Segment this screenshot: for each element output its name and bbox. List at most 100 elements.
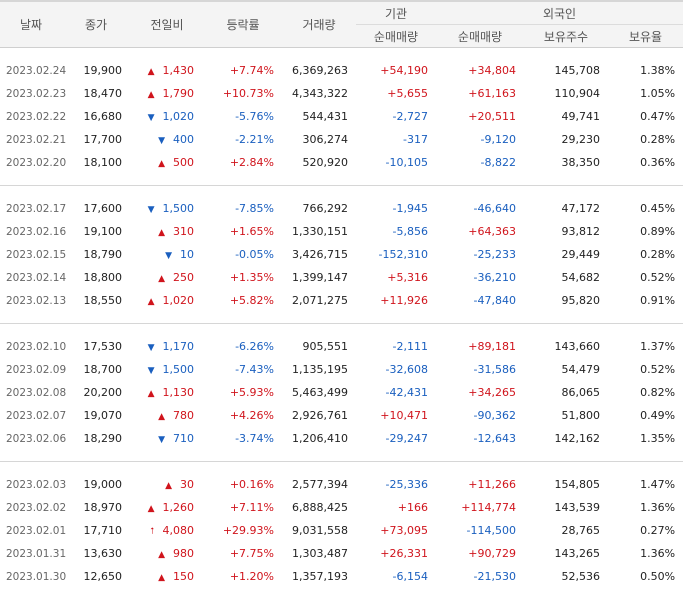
change-value: 780 (173, 409, 194, 422)
cell-date: 2023.02.02 (0, 496, 62, 519)
cell-foreign-net: -12,643 (436, 427, 524, 450)
cell-rate: +1.65% (204, 220, 282, 243)
cell-rate: +5.82% (204, 289, 282, 312)
triangle-up-icon: ▲ (158, 573, 165, 583)
cell-change: ▲980 (130, 542, 204, 565)
cell-foreign-net: +89,181 (436, 335, 524, 358)
cell-close: 19,070 (62, 404, 130, 427)
change-value: 1,790 (163, 87, 195, 100)
cell-close: 17,710 (62, 519, 130, 542)
cell-volume: 766,292 (282, 197, 356, 220)
cell-foreign-net: -8,822 (436, 151, 524, 174)
cell-rate: -5.76% (204, 105, 282, 128)
cell-close: 18,470 (62, 82, 130, 105)
cell-holdings: 154,805 (524, 473, 608, 496)
cell-change: ▼710 (130, 427, 204, 450)
cell-volume: 1,303,487 (282, 542, 356, 565)
cell-inst-net: -25,336 (356, 473, 436, 496)
cell-volume: 9,031,558 (282, 519, 356, 542)
cell-change: ⭡4,080 (130, 519, 204, 542)
cell-close: 18,700 (62, 358, 130, 381)
cell-change: ▲ 1,130 (130, 381, 204, 404)
cell-change: ▼10 (130, 243, 204, 266)
cell-volume: 1,135,195 (282, 358, 356, 381)
cell-change: ▲ 150 (130, 565, 204, 588)
cell-holdings: 93,812 (524, 220, 608, 243)
cell-close: 13,630 (62, 542, 130, 565)
cell-close: 19,100 (62, 220, 130, 243)
cell-ratio: 0.28% (608, 243, 683, 266)
cell-volume: 2,071,275 (282, 289, 356, 312)
cell-close: 18,290 (62, 427, 130, 450)
cell-date: 2023.02.14 (0, 266, 62, 289)
triangle-up-icon: ▲ (158, 550, 165, 560)
cell-foreign-net: +90,729 (436, 542, 524, 565)
cell-foreign-net: +34,265 (436, 381, 524, 404)
header-rate: 등락률 (204, 1, 282, 48)
cell-holdings: 95,820 (524, 289, 608, 312)
cell-holdings: 49,741 (524, 105, 608, 128)
change-value: 1,020 (163, 110, 195, 123)
cell-rate: +10.73% (204, 82, 282, 105)
change-value: 400 (173, 133, 194, 146)
cell-date: 2023.02.22 (0, 105, 62, 128)
change-value: 500 (173, 156, 194, 169)
cell-volume: 1,330,151 (282, 220, 356, 243)
cell-inst-net: +5,655 (356, 82, 436, 105)
cell-holdings: 143,265 (524, 542, 608, 565)
cell-inst-net: -42,431 (356, 381, 436, 404)
cell-holdings: 54,479 (524, 358, 608, 381)
change-value: 1,500 (163, 202, 195, 215)
cell-change: ▼ 400 (130, 128, 204, 151)
cell-change: ▲1,430 (130, 59, 204, 82)
change-value: 1,500 (163, 363, 195, 376)
cell-holdings: 86,065 (524, 381, 608, 404)
cell-volume: 2,577,394 (282, 473, 356, 496)
header-close: 종가 (62, 1, 130, 48)
cell-ratio: 0.89% (608, 220, 683, 243)
cell-rate: +4.26% (204, 404, 282, 427)
cell-rate: -6.26% (204, 335, 282, 358)
cell-date: 2023.01.30 (0, 565, 62, 588)
cell-foreign-net: -31,586 (436, 358, 524, 381)
cell-holdings: 28,765 (524, 519, 608, 542)
cell-holdings: 51,800 (524, 404, 608, 427)
cell-date: 2023.02.07 (0, 404, 62, 427)
cell-rate: -7.43% (204, 358, 282, 381)
triangle-up-icon: ▲ (148, 389, 155, 399)
cell-ratio: 0.49% (608, 404, 683, 427)
cell-foreign-net: -46,640 (436, 197, 524, 220)
cell-date: 2023.02.09 (0, 358, 62, 381)
cell-date: 2023.02.16 (0, 220, 62, 243)
cell-ratio: 1.37% (608, 335, 683, 358)
cell-holdings: 38,350 (524, 151, 608, 174)
cell-date: 2023.02.17 (0, 197, 62, 220)
header-holdings: 보유주수 (524, 25, 608, 48)
cell-foreign-net: +34,804 (436, 59, 524, 82)
cell-date: 2023.02.06 (0, 427, 62, 450)
cell-rate: -2.21% (204, 128, 282, 151)
cell-foreign-net: -47,840 (436, 289, 524, 312)
cell-volume: 4,343,322 (282, 82, 356, 105)
change-value: 150 (173, 570, 194, 583)
header-volume: 거래량 (282, 1, 356, 48)
cell-rate: +7.74% (204, 59, 282, 82)
triangle-down-icon: ▼ (158, 136, 165, 146)
cell-foreign-net: -21,530 (436, 565, 524, 588)
cell-inst-net: +10,471 (356, 404, 436, 427)
cell-volume: 1,357,193 (282, 565, 356, 588)
cell-volume: 905,551 (282, 335, 356, 358)
change-value: 1,130 (163, 386, 195, 399)
cell-rate: -7.85% (204, 197, 282, 220)
triangle-up-icon: ▲ (148, 90, 155, 100)
